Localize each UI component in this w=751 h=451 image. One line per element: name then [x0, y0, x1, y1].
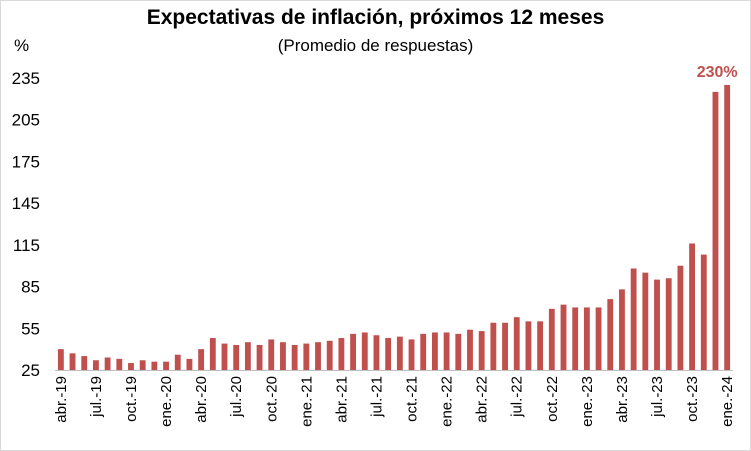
x-tick-label: ene.-20 — [158, 376, 175, 427]
bar — [174, 354, 181, 370]
bar — [513, 317, 520, 370]
bar — [361, 332, 368, 370]
bar — [408, 339, 415, 370]
bar — [128, 363, 134, 370]
y-tick-label: 145 — [12, 194, 40, 213]
bar — [151, 361, 158, 370]
chart-subtitle: (Promedio de respuestas) — [277, 36, 474, 55]
bar — [443, 332, 450, 370]
peak-value-label: 230% — [697, 64, 738, 81]
bar — [431, 332, 438, 370]
bar — [104, 357, 111, 370]
bar — [525, 321, 532, 370]
x-tick-label: jul.-22 — [509, 376, 526, 418]
bar — [69, 353, 76, 370]
bar — [654, 279, 660, 370]
bar — [163, 361, 169, 370]
x-tick-label: oct.-19 — [123, 376, 140, 422]
x-tick-label: abr.-22 — [474, 376, 491, 423]
y-tick-label: 25 — [21, 361, 40, 380]
bar — [420, 333, 427, 370]
bar — [350, 333, 357, 370]
y-tick-label: 175 — [12, 152, 40, 171]
x-tick-label: ene.-21 — [298, 376, 315, 427]
bar — [560, 304, 567, 370]
bar — [490, 322, 497, 370]
bar — [303, 343, 310, 370]
x-tick-label: abr.-19 — [53, 376, 70, 423]
bar — [373, 335, 380, 370]
bar — [665, 278, 672, 370]
bar — [712, 91, 719, 371]
bar — [244, 342, 251, 370]
bar — [280, 342, 286, 370]
bar — [537, 321, 544, 370]
x-tick-label: jul.-21 — [368, 376, 385, 418]
bar — [572, 307, 579, 370]
y-tick-label: 205 — [12, 111, 40, 130]
bar — [256, 344, 263, 370]
bar — [677, 265, 684, 370]
bar — [57, 349, 64, 370]
bar — [724, 84, 731, 370]
y-tick-label: 235 — [12, 69, 40, 88]
bar — [291, 344, 298, 370]
x-tick-label: abr.-20 — [193, 376, 210, 423]
bar — [548, 308, 555, 370]
x-tick-label: abr.-21 — [333, 376, 350, 423]
bar — [595, 307, 602, 370]
bar — [268, 339, 275, 370]
bar — [385, 338, 392, 370]
bar — [139, 360, 146, 370]
bar — [186, 358, 193, 370]
bar — [233, 344, 240, 370]
y-tick-label: 85 — [21, 278, 40, 297]
bar — [198, 349, 205, 370]
y-axis-unit-label: % — [14, 36, 30, 55]
bar — [315, 342, 321, 370]
x-tick-label: ene.-23 — [579, 376, 596, 427]
x-tick-label: oct.-23 — [684, 376, 701, 422]
bar — [583, 307, 590, 370]
bar — [81, 356, 88, 370]
y-tick-label: 55 — [21, 319, 40, 338]
bar — [630, 268, 637, 370]
bar — [478, 331, 485, 370]
bar — [619, 289, 625, 370]
bar — [326, 340, 333, 370]
x-tick-label: abr.-23 — [614, 376, 631, 423]
x-tick-label: oct.-21 — [404, 376, 421, 422]
bar — [396, 336, 403, 370]
x-tick-label: jul.-19 — [88, 376, 105, 418]
x-tick-label: oct.-20 — [263, 376, 280, 422]
bar — [689, 243, 696, 370]
bar — [116, 358, 123, 370]
bar — [221, 343, 228, 370]
x-tick-label: oct.-22 — [544, 376, 561, 422]
bar — [209, 338, 216, 370]
bar — [607, 299, 614, 370]
bar — [92, 360, 99, 370]
x-tick-label: jul.-20 — [228, 376, 245, 418]
bar — [700, 254, 707, 370]
x-tick-label: ene.-22 — [439, 376, 456, 427]
bar — [455, 333, 462, 370]
bar — [338, 338, 345, 370]
bar — [642, 272, 649, 370]
x-tick-label: ene.-24 — [719, 376, 736, 427]
x-tick-label: jul.-23 — [649, 376, 666, 418]
y-tick-label: 115 — [13, 236, 40, 255]
chart-title: Expectativas de inflación, próximos 12 m… — [146, 6, 605, 29]
bar — [502, 322, 508, 370]
bar — [467, 329, 473, 370]
